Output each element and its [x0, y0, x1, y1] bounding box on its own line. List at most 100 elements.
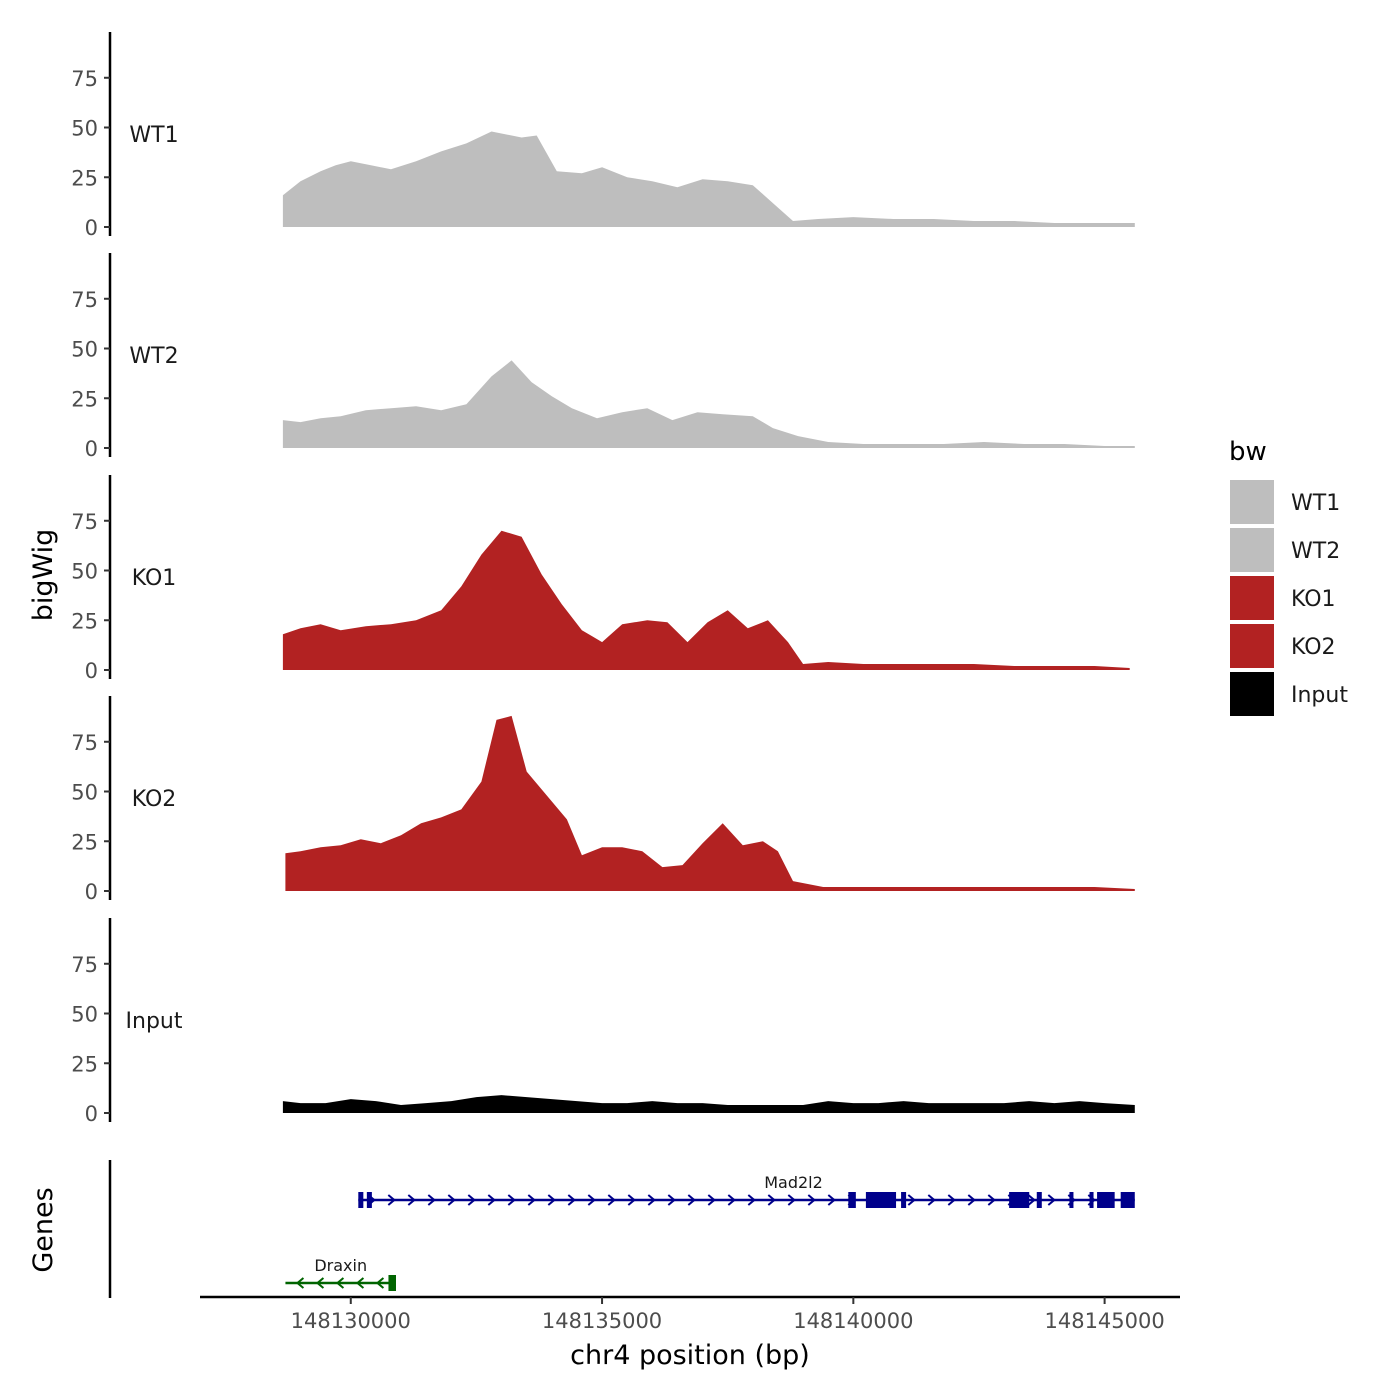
legend-swatch: [1230, 576, 1274, 620]
strand-arrow: [987, 1194, 996, 1206]
track-ko2: 0 25 50 75 KO2: [71, 696, 1135, 904]
coverage-tracks: 0 25 50 75 WT1 0 25 50 75 WT2 0 25 50 75 KO1 0 25 50 75 KO2…: [71, 32, 1135, 1126]
strand-arrow: [747, 1194, 756, 1206]
legend-item-wt2: WT2: [1230, 528, 1340, 572]
gene-exon: [1120, 1192, 1135, 1208]
coverage-area-wt1: [282, 131, 1135, 227]
legend-item-ko1: KO1: [1230, 576, 1336, 620]
x-tick-label: 148145000: [1044, 1309, 1164, 1333]
legend-label: KO1: [1291, 587, 1336, 612]
y-tick-label: 75: [71, 288, 98, 312]
gene-exon: [1069, 1192, 1074, 1208]
y-tick-label: 50: [71, 560, 98, 584]
gene-exon: [1089, 1192, 1094, 1208]
strand-arrow: [627, 1194, 636, 1206]
strand-arrow: [335, 1277, 345, 1289]
y-tick-label: 25: [71, 166, 98, 190]
gene-exon: [1036, 1192, 1042, 1208]
legend-swatch: [1230, 528, 1274, 572]
strand-arrow: [467, 1194, 476, 1206]
gene-name-label: Mad2l2: [764, 1173, 823, 1192]
gene-exon: [358, 1192, 364, 1208]
strand-arrow: [687, 1194, 696, 1206]
track-label: WT2: [129, 344, 178, 369]
gene-name-label: Draxin: [314, 1256, 367, 1275]
legend-swatch: [1230, 480, 1274, 524]
track-wt2: 0 25 50 75 WT2: [71, 253, 1135, 461]
y-tick-label: 0: [85, 880, 98, 904]
y-tick-label: 0: [85, 659, 98, 683]
strand-arrow: [767, 1194, 776, 1206]
y-tick-label: 75: [71, 953, 98, 977]
x-tick-label: 148140000: [793, 1309, 913, 1333]
track-label: KO2: [132, 787, 177, 812]
track-ko1: 0 25 50 75 KO1: [71, 475, 1130, 683]
gene-mad2l2: Mad2l2: [358, 1173, 1135, 1208]
legend-item-wt1: WT1: [1230, 480, 1340, 524]
strand-arrow: [947, 1194, 956, 1206]
y-tick-label: 25: [71, 609, 98, 633]
gene-exon: [901, 1192, 907, 1208]
y-tick-label: 75: [71, 731, 98, 755]
y-tick-label: 0: [85, 437, 98, 461]
legend-label: WT1: [1291, 491, 1340, 516]
strand-arrow: [647, 1194, 656, 1206]
track-label: WT1: [129, 123, 178, 148]
legend-swatch: [1230, 624, 1274, 668]
genes-axis-title: Genes: [28, 1187, 59, 1272]
gene-exon: [366, 1192, 372, 1208]
track-label: KO1: [132, 566, 177, 591]
gene-exon: [865, 1192, 897, 1208]
strand-arrow: [427, 1194, 436, 1206]
strand-arrow: [1047, 1194, 1056, 1206]
legend-item-ko2: KO2: [1230, 624, 1336, 668]
x-axis: 148130000 148135000 148140000 148145000: [200, 1295, 1180, 1333]
strand-arrow: [967, 1194, 976, 1206]
track-input: 0 25 50 75 Input: [71, 918, 1135, 1126]
track-wt1: 0 25 50 75 WT1: [71, 32, 1135, 240]
y-tick-label: 25: [71, 830, 98, 854]
strand-arrow: [707, 1194, 716, 1206]
legend-label: WT2: [1291, 539, 1340, 564]
x-tick-label: 148130000: [291, 1309, 411, 1333]
strand-arrow: [315, 1277, 325, 1289]
strand-arrow: [487, 1194, 496, 1206]
x-axis-title: chr4 position (bp): [570, 1340, 810, 1371]
strand-arrow: [1027, 1194, 1036, 1206]
y-axis-title: bigWig: [28, 529, 59, 622]
legend-item-input: Input: [1230, 672, 1348, 716]
y-tick-label: 75: [71, 67, 98, 91]
y-tick-label: 50: [71, 117, 98, 141]
track-label: Input: [126, 1009, 183, 1034]
strand-arrow: [587, 1194, 596, 1206]
coverage-area-input: [282, 1095, 1135, 1113]
strand-arrow: [387, 1194, 396, 1206]
y-tick-label: 50: [71, 338, 98, 362]
y-tick-label: 50: [71, 1003, 98, 1027]
legend-label: KO2: [1291, 635, 1336, 660]
legend-swatch: [1230, 672, 1274, 716]
gene-exon: [388, 1275, 396, 1291]
strand-arrow: [727, 1194, 736, 1206]
y-tick-label: 0: [85, 216, 98, 240]
coverage-area-ko1: [282, 530, 1130, 670]
strand-arrow: [807, 1194, 816, 1206]
strand-arrow: [295, 1277, 305, 1289]
y-tick-label: 25: [71, 387, 98, 411]
y-tick-label: 25: [71, 1052, 98, 1076]
strand-arrow: [375, 1277, 385, 1289]
coverage-area-ko2: [285, 715, 1135, 891]
strand-arrow: [547, 1194, 556, 1206]
strand-arrow: [447, 1194, 456, 1206]
strand-arrow: [907, 1194, 916, 1206]
strand-arrow: [827, 1194, 836, 1206]
y-tick-label: 75: [71, 510, 98, 534]
strand-arrow: [527, 1194, 536, 1206]
strand-arrow: [355, 1277, 365, 1289]
y-tick-label: 50: [71, 781, 98, 805]
strand-arrow: [407, 1194, 416, 1206]
legend-label: Input: [1291, 683, 1348, 708]
strand-arrow: [927, 1194, 936, 1206]
legend-title: bw: [1229, 437, 1267, 467]
